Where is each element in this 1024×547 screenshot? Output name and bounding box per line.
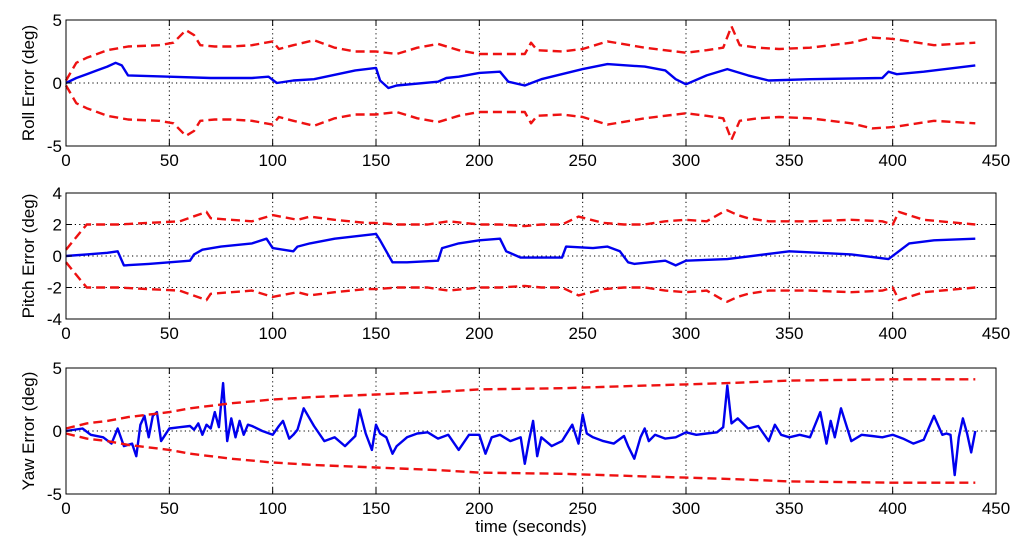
pitch-x-tick-label: 50: [160, 324, 179, 343]
yaw-x-tick-label: 250: [568, 499, 596, 518]
yaw-y-axis-label: Yaw Error (deg): [19, 372, 38, 491]
roll-x-tick-label: 450: [982, 151, 1010, 170]
pitch-x-tick-label: 300: [672, 324, 700, 343]
pitch-x-tick-label: 250: [568, 324, 596, 343]
pitch-y-tick-label: -2: [47, 279, 62, 298]
pitch-y-tick-label: -4: [47, 310, 62, 329]
yaw-x-tick-label: 150: [362, 499, 390, 518]
roll-x-tick-label: 350: [775, 151, 803, 170]
yaw-x-tick-label: 350: [775, 499, 803, 518]
yaw-lower-bound-line: [65, 432, 976, 484]
yaw-x-tick-label: 450: [982, 499, 1010, 518]
roll-x-tick-label: 0: [61, 151, 70, 170]
yaw-x-tick-label: 50: [160, 499, 179, 518]
pitch-x-tick-label: 100: [258, 324, 286, 343]
pitch-x-tick-label: 400: [878, 324, 906, 343]
yaw-y-tick-label: 0: [53, 422, 62, 441]
pitch-x-tick-label: 150: [362, 324, 390, 343]
roll-y-tick-label: 5: [53, 11, 62, 30]
yaw-x-axis-label: time (seconds): [475, 517, 586, 536]
roll-upper-bound-line: [64, 25, 976, 82]
roll-y-axis-label: Roll Error (deg): [19, 25, 38, 141]
yaw-y-tick-label: -5: [47, 485, 62, 504]
pitch-y-tick-label: 4: [53, 184, 62, 203]
roll-x-tick-label: 250: [568, 151, 596, 170]
roll-x-tick-label: 400: [878, 151, 906, 170]
roll-x-tick-label: 200: [465, 151, 493, 170]
pitch-x-tick-label: 450: [982, 324, 1010, 343]
roll-x-tick-label: 150: [362, 151, 390, 170]
pitch-y-tick-label: 0: [53, 247, 62, 266]
pitch-upper-bound-line: [65, 209, 976, 251]
yaw-x-tick-label: 0: [61, 499, 70, 518]
pitch-x-tick-label: 350: [775, 324, 803, 343]
pitch-x-tick-label: 200: [465, 324, 493, 343]
yaw-x-tick-label: 400: [878, 499, 906, 518]
pitch-y-axis-label: Pitch Error (deg): [19, 194, 38, 319]
roll-error-line: [65, 61, 976, 90]
yaw-x-tick-label: 200: [465, 499, 493, 518]
yaw-y-tick-label: 5: [53, 359, 62, 378]
pitch-y-tick-label: 2: [53, 216, 62, 235]
pitch-lower-bound-line: [65, 261, 976, 303]
pitch-x-tick-label: 0: [61, 324, 70, 343]
yaw-upper-bound-line: [65, 378, 976, 430]
roll-lower-bound-line: [64, 84, 976, 141]
pitch-panel: 0 50 100 150 200 250 300 350 400 450 -4 -2 0 2 4 Pitch …: [19, 184, 1010, 343]
pitch-error-line: [65, 232, 976, 267]
roll-x-tick-label: 300: [672, 151, 700, 170]
roll-x-tick-label: 100: [258, 151, 286, 170]
yaw-x-tick-label: 300: [672, 499, 700, 518]
yaw-error-line: [65, 381, 977, 477]
roll-y-tick-label: 0: [53, 74, 62, 93]
roll-x-tick-label: 50: [160, 151, 179, 170]
yaw-x-tick-label: 100: [258, 499, 286, 518]
roll-y-tick-label: -5: [47, 137, 62, 156]
